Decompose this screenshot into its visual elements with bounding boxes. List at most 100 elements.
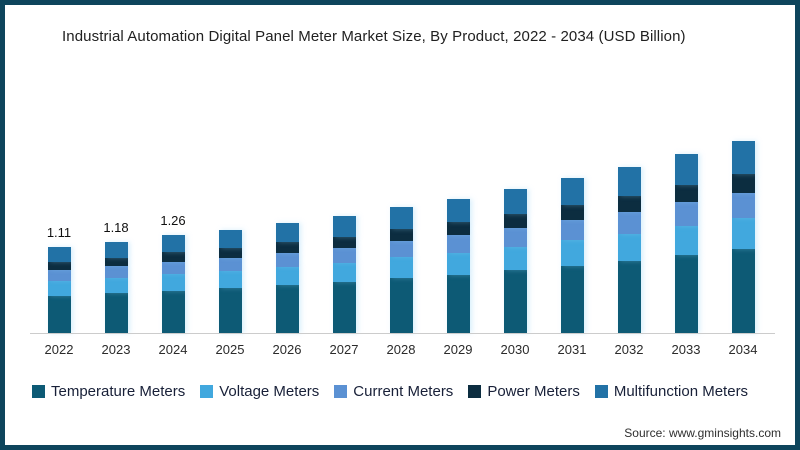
bar-segment xyxy=(218,248,242,258)
chart-stage: Industrial Automation Digital Panel Mete… xyxy=(5,5,795,445)
bar-segment xyxy=(275,222,299,243)
bar-segment xyxy=(617,211,641,234)
bar-segment xyxy=(389,278,413,333)
bar-segment xyxy=(446,222,470,236)
legend-swatch-icon xyxy=(32,385,45,398)
bar-segment xyxy=(731,249,755,333)
bar-segment xyxy=(218,288,242,333)
bar-segment xyxy=(560,265,584,333)
legend-item: Power Meters xyxy=(468,383,580,400)
bar-segment xyxy=(104,266,128,279)
legend-label: Multifunction Meters xyxy=(613,383,749,400)
legend-label: Power Meters xyxy=(487,383,580,400)
bar-segment xyxy=(218,229,242,248)
bar-segment xyxy=(275,242,299,253)
bar-segment xyxy=(731,192,755,218)
bar-segment xyxy=(503,214,527,228)
bar-segment xyxy=(389,257,413,279)
chart-title: Industrial Automation Digital Panel Mete… xyxy=(62,28,686,45)
bar-segment xyxy=(104,293,128,333)
legend-swatch-icon xyxy=(468,385,482,398)
bar-segment xyxy=(332,236,356,248)
source-credit: Source: www.gminsights.com xyxy=(624,426,781,440)
legend-item: Multifunction Meters xyxy=(594,383,749,400)
bar-segment xyxy=(389,228,413,241)
x-tick-label: 2025 xyxy=(215,342,245,357)
legend-label: Current Meters xyxy=(353,383,454,400)
bar-segment xyxy=(674,185,698,203)
x-axis-line xyxy=(30,333,775,334)
bar-segment xyxy=(446,198,470,223)
bar-segment xyxy=(104,278,128,294)
bar-segment xyxy=(161,290,185,333)
bar-segment xyxy=(218,271,242,289)
bar-segment xyxy=(674,154,698,186)
x-tick-label: 2032 xyxy=(614,342,644,357)
bar-segment xyxy=(731,140,755,175)
x-tick-label: 2029 xyxy=(443,342,473,357)
bar-segment xyxy=(560,178,584,206)
x-tick-label: 2022 xyxy=(44,342,74,357)
bar-segment xyxy=(47,262,71,271)
bar-segment xyxy=(560,205,584,220)
legend-label: Voltage Meters xyxy=(219,383,320,400)
x-tick-label: 2026 xyxy=(272,342,302,357)
bar-segment xyxy=(503,227,527,247)
bar-segment xyxy=(674,255,698,333)
bar-segment xyxy=(617,260,641,333)
bar-value-label: 1.11 xyxy=(46,225,72,241)
bar-segment xyxy=(161,261,185,275)
legend-item: Voltage Meters xyxy=(200,383,319,400)
bar-segment xyxy=(161,252,185,262)
bar-segment xyxy=(503,246,527,271)
bar-segment xyxy=(617,167,641,197)
legend: Temperature Meters Voltage Meters Current … xyxy=(32,383,778,400)
x-tick-label: 2023 xyxy=(101,342,131,357)
bar-segment xyxy=(104,241,128,258)
bar-segment xyxy=(161,235,185,253)
x-tick-label: 2033 xyxy=(671,342,701,357)
bar-segment xyxy=(332,216,356,237)
bar-segment xyxy=(275,252,299,267)
legend-item: Temperature Meters xyxy=(32,383,185,400)
bar-segment xyxy=(389,240,413,258)
bar-segment xyxy=(560,219,584,240)
legend-item: Current Meters xyxy=(334,383,453,400)
x-tick-label: 2030 xyxy=(500,342,530,357)
x-tick-label: 2028 xyxy=(386,342,416,357)
bar-segment xyxy=(47,270,71,282)
bar-segment xyxy=(275,285,299,333)
x-tick-label: 2027 xyxy=(329,342,359,357)
bar-segment xyxy=(674,202,698,226)
bar-segment xyxy=(446,235,470,253)
bar-segment xyxy=(446,274,470,333)
bar-segment xyxy=(560,240,584,266)
bar-segment xyxy=(446,252,470,275)
bar-segment xyxy=(47,295,71,333)
bar-segment xyxy=(389,206,413,229)
bar-segment xyxy=(503,270,527,333)
bar-segment xyxy=(104,257,128,267)
bar-value-label: 1.26 xyxy=(160,213,186,229)
legend-swatch-icon xyxy=(200,385,214,398)
bar-segment xyxy=(218,257,242,272)
bar-segment xyxy=(731,174,755,193)
x-tick-label: 2024 xyxy=(158,342,188,357)
bar-segment xyxy=(617,196,641,212)
bar-segment xyxy=(47,281,71,296)
bar-segment xyxy=(332,282,356,333)
bar-segment xyxy=(503,188,527,215)
bar-segment xyxy=(617,233,641,261)
legend-label: Temperature Meters xyxy=(51,383,186,400)
legend-swatch-icon xyxy=(594,385,608,398)
x-tick-label: 2034 xyxy=(728,342,758,357)
bar-segment xyxy=(332,262,356,283)
bar-segment xyxy=(674,225,698,256)
legend-swatch-icon xyxy=(334,385,348,398)
bar-segment xyxy=(47,247,71,263)
x-tick-label: 2031 xyxy=(557,342,587,357)
bar-value-label: 1.18 xyxy=(103,219,129,235)
bar-segment xyxy=(731,217,755,250)
bar-segment xyxy=(275,266,299,286)
